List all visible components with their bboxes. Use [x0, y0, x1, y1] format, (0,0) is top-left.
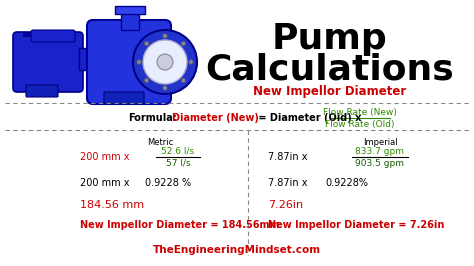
Text: TheEngineeringMindset.com: TheEngineeringMindset.com: [153, 245, 321, 255]
Bar: [115, 6, 145, 14]
Circle shape: [133, 30, 197, 94]
Text: Flow Rate (Old): Flow Rate (Old): [325, 120, 395, 130]
Bar: [39, 32, 49, 36]
FancyBboxPatch shape: [13, 32, 83, 92]
Text: 200 mm x: 200 mm x: [80, 152, 129, 162]
Circle shape: [137, 60, 141, 64]
Text: = Diameter (Old) x: = Diameter (Old) x: [255, 113, 361, 123]
Text: 7.26in: 7.26in: [268, 200, 303, 210]
Bar: [79, 48, 97, 70]
Circle shape: [143, 40, 187, 84]
Circle shape: [181, 78, 186, 82]
Circle shape: [145, 78, 149, 82]
Text: 57 l/s: 57 l/s: [166, 159, 191, 168]
Text: Pump: Pump: [272, 22, 388, 56]
Text: 7.87in x: 7.87in x: [268, 152, 308, 162]
FancyBboxPatch shape: [26, 85, 58, 97]
Text: Flow Rate (New): Flow Rate (New): [323, 107, 397, 117]
Circle shape: [181, 41, 186, 46]
Text: 52.6 l/s: 52.6 l/s: [162, 147, 194, 156]
FancyBboxPatch shape: [87, 20, 171, 104]
Bar: [55, 32, 65, 36]
Circle shape: [145, 41, 149, 46]
Bar: [23, 32, 33, 36]
Text: 0.9228%: 0.9228%: [325, 178, 368, 188]
Text: Calculations: Calculations: [206, 52, 455, 86]
Text: New Impellor Diameter: New Impellor Diameter: [254, 85, 407, 98]
Text: Metric: Metric: [147, 138, 173, 147]
Circle shape: [163, 34, 167, 38]
Text: 0.9228 %: 0.9228 %: [145, 178, 191, 188]
FancyBboxPatch shape: [31, 30, 75, 42]
Bar: [121, 10, 139, 30]
Text: 200 mm x: 200 mm x: [80, 178, 129, 188]
Text: Formula:: Formula:: [128, 113, 177, 123]
Text: 184.56 mm: 184.56 mm: [80, 200, 144, 210]
Text: Imperial: Imperial: [363, 138, 397, 147]
Text: Diameter (New): Diameter (New): [172, 113, 259, 123]
Text: 7.87in x: 7.87in x: [268, 178, 308, 188]
Text: 833.7 gpm: 833.7 gpm: [356, 147, 404, 156]
Circle shape: [163, 86, 167, 90]
Circle shape: [189, 60, 193, 64]
Text: 903.5 gpm: 903.5 gpm: [356, 159, 404, 168]
FancyBboxPatch shape: [104, 92, 144, 104]
Circle shape: [157, 54, 173, 70]
Text: New Impellor Diameter = 7.26in: New Impellor Diameter = 7.26in: [268, 220, 444, 230]
Text: New Impellor Diameter = 184.56mm: New Impellor Diameter = 184.56mm: [80, 220, 280, 230]
